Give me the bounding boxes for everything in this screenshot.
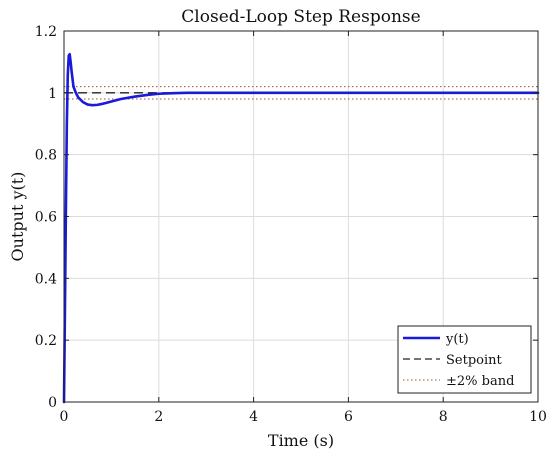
x-tick-label: 10 — [529, 409, 547, 425]
legend-label-setpoint: Setpoint — [446, 353, 503, 368]
chart-title: Closed-Loop Step Response — [181, 7, 420, 27]
x-tick-label: 0 — [60, 409, 69, 425]
legend-label-band: ±2% band — [446, 374, 514, 389]
y-tick-label: 0.8 — [35, 148, 57, 164]
y-tick-label: 0.6 — [35, 210, 57, 226]
y-axis-label: Output y(t) — [8, 172, 27, 262]
response-line — [62, 52, 540, 404]
y-tick-label: 1.2 — [35, 24, 57, 40]
y-tick-label: 1 — [48, 86, 57, 102]
x-tick-label: 6 — [344, 409, 353, 425]
series-layer — [62, 52, 540, 404]
legend-label-yt: y(t) — [445, 332, 469, 347]
y-tick-label: 0 — [48, 395, 57, 411]
y-tick-label: 0.2 — [35, 333, 57, 349]
x-tick-label: 8 — [439, 409, 448, 425]
x-tick-label: 2 — [154, 409, 163, 425]
x-axis-label: Time (s) — [268, 431, 334, 450]
y-tick-label: 0.4 — [35, 271, 57, 287]
tick-layer: 0 2 4 6 8 10 0 0.2 0.4 0.6 0.8 1 1.2 — [35, 24, 547, 425]
x-tick-label: 4 — [249, 409, 258, 425]
legend: y(t) Setpoint ±2% band — [397, 325, 532, 394]
